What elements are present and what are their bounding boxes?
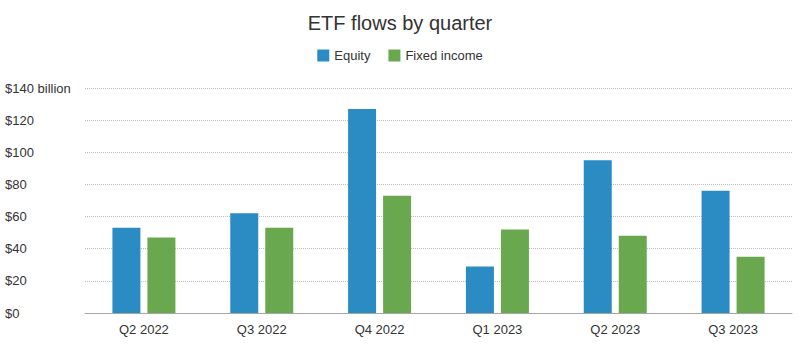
- svg-text:$100: $100: [5, 145, 34, 160]
- svg-text:ETF flows by quarter: ETF flows by quarter: [308, 12, 493, 34]
- svg-text:Q1 2023: Q1 2023: [472, 322, 522, 337]
- svg-text:Q4 2022: Q4 2022: [355, 322, 405, 337]
- svg-text:$80: $80: [5, 177, 27, 192]
- svg-text:Fixed income: Fixed income: [405, 48, 482, 63]
- svg-text:$60: $60: [5, 209, 27, 224]
- svg-text:$140 billion: $140 billion: [5, 81, 71, 96]
- svg-text:Q2 2022: Q2 2022: [119, 322, 169, 337]
- svg-text:Q3 2022: Q3 2022: [237, 322, 287, 337]
- svg-text:$40: $40: [5, 241, 27, 256]
- svg-text:Equity: Equity: [334, 48, 371, 63]
- svg-text:Q3 2023: Q3 2023: [708, 322, 758, 337]
- svg-text:$120: $120: [5, 113, 34, 128]
- svg-text:Q2 2023: Q2 2023: [590, 322, 640, 337]
- svg-text:$0: $0: [5, 306, 19, 321]
- svg-text:$20: $20: [5, 273, 27, 288]
